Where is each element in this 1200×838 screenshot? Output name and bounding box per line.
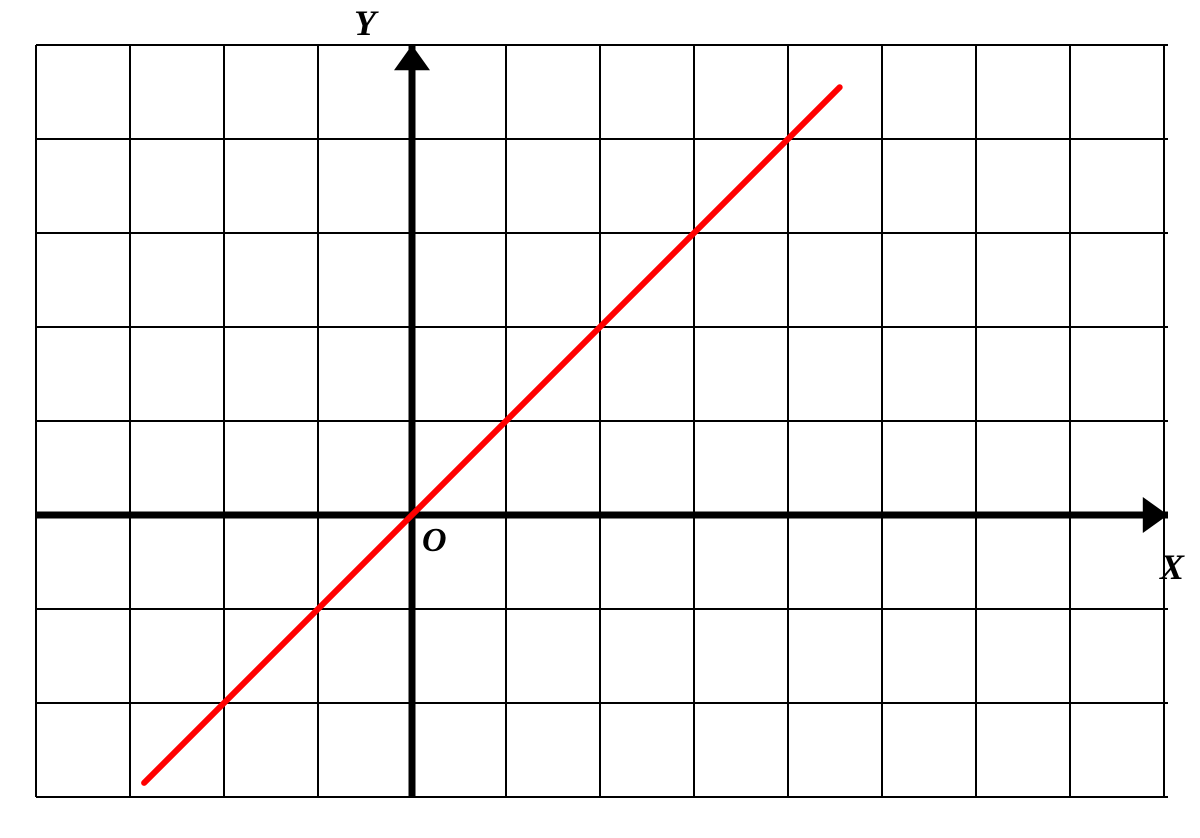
chart-svg — [0, 0, 1200, 838]
origin-label: O — [422, 522, 447, 560]
coordinate-plane-chart: Y X O — [0, 0, 1200, 838]
y-axis-label: Y — [354, 2, 376, 44]
x-axis-label: X — [1160, 546, 1184, 588]
